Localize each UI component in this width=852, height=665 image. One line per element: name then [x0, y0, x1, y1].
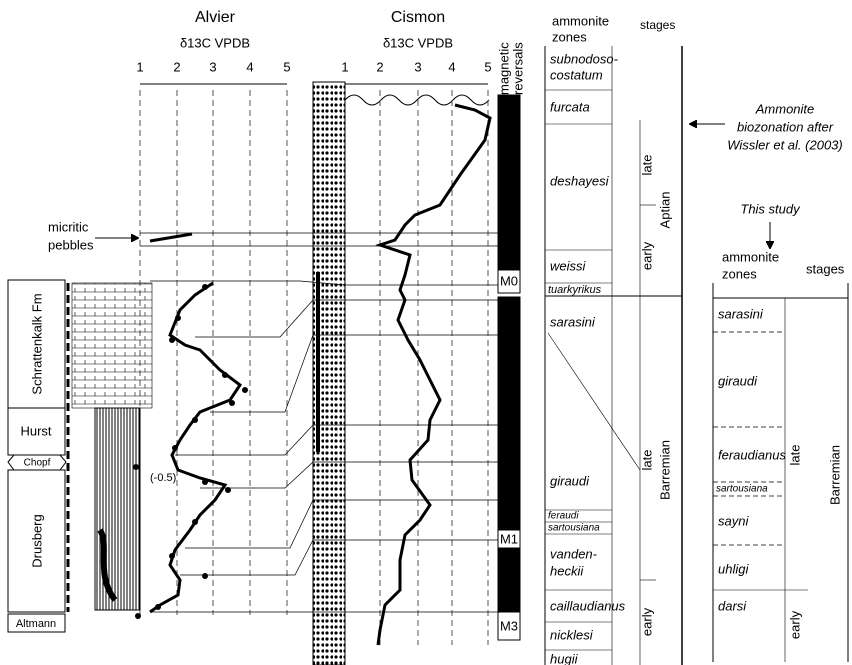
zone: vanden- — [550, 546, 598, 561]
zone: sartousiana — [716, 484, 768, 495]
site-title: Cismon — [391, 9, 445, 26]
header: ammonite — [722, 249, 779, 264]
zone: giraudi — [718, 373, 758, 388]
stage: Aptian — [657, 192, 672, 229]
zone: hugii — [550, 651, 579, 665]
stage: late — [639, 450, 654, 471]
tick-label: 3 — [209, 59, 216, 74]
zone: giraudi — [550, 473, 590, 488]
annotation: (-0.5) — [150, 472, 176, 484]
magnetic-label: magnetic — [496, 42, 511, 95]
note: This study — [740, 201, 801, 216]
tick-label: 5 — [484, 59, 491, 74]
annotation: micritic — [48, 219, 89, 234]
header: zones — [722, 266, 757, 281]
site-title: Alvier — [195, 9, 236, 26]
tick-label: 4 — [448, 59, 455, 74]
formation: Schrattenkalk Fm — [29, 293, 44, 394]
axis-label: δ13C VPDB — [383, 35, 453, 50]
texts: Alvier δ13C VPDB 1 2 3 4 5 Cismon δ13C V… — [16, 9, 845, 665]
zone: uhligi — [718, 561, 749, 576]
header: ammonite — [552, 13, 609, 28]
tick-label: 1 — [341, 59, 348, 74]
zone: heckii — [550, 563, 584, 578]
note: biozonation after — [737, 119, 834, 134]
zone: darsi — [718, 598, 747, 613]
zone: feraudi — [548, 511, 579, 522]
header: stages — [806, 261, 845, 276]
stage: late — [639, 155, 654, 176]
zone: costatum — [550, 67, 603, 82]
layout — [7, 46, 849, 665]
tick-label: 2 — [173, 59, 180, 74]
note: Wissler et al. (2003) — [727, 137, 842, 152]
stage: Barremian — [657, 440, 672, 500]
stage: late — [787, 445, 802, 466]
stage: Barremian — [827, 445, 842, 505]
formation: Chopf — [24, 458, 51, 469]
zone: subnodoso- — [550, 51, 619, 66]
axis-label: δ13C VPDB — [180, 35, 250, 50]
zone: deshayesi — [550, 173, 610, 188]
stage: early — [639, 241, 654, 270]
zone: feraudianus — [718, 447, 786, 462]
zone: sarasini — [718, 306, 764, 321]
zone: tuarkyrikus — [548, 284, 602, 296]
magnetic-label: reversals — [510, 42, 525, 95]
annotation: pebbles — [48, 237, 94, 252]
tick-label: 4 — [246, 59, 253, 74]
chron: M0 — [500, 273, 518, 288]
note: Ammonite — [755, 101, 815, 116]
zone: weissi — [550, 258, 587, 273]
formation: Altmann — [16, 618, 56, 630]
zone: nicklesi — [550, 627, 594, 642]
tick-label: 5 — [283, 59, 290, 74]
tick-label: 2 — [376, 59, 383, 74]
header: stages — [640, 18, 675, 32]
formation: Drusberg — [29, 514, 44, 567]
header: zones — [552, 29, 587, 44]
zone: sayni — [718, 513, 749, 528]
chron: M1 — [500, 531, 518, 546]
zone: furcata — [550, 99, 590, 114]
zone: sartousiana — [548, 523, 600, 534]
zone: sarasini — [550, 314, 596, 329]
tick-label: 1 — [136, 59, 143, 74]
formation: Hurst — [20, 423, 51, 438]
zone: caillaudianus — [550, 598, 626, 613]
stage: early — [639, 607, 654, 636]
stage: early — [787, 610, 802, 639]
chron: M3 — [500, 618, 518, 633]
tick-label: 3 — [414, 59, 421, 74]
